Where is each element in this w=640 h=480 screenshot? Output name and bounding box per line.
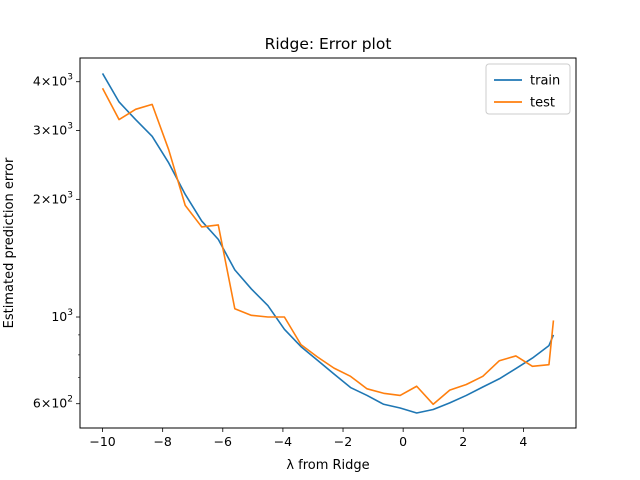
chart-title: Ridge: Error plot <box>265 35 392 53</box>
x-tick-label: 2 <box>459 434 467 449</box>
x-tick-label: 4 <box>519 434 527 449</box>
x-tick-label: −8 <box>153 434 171 449</box>
series-line-test <box>101 87 555 406</box>
x-tick-label: −2 <box>334 434 352 449</box>
x-axis-label: λ from Ridge <box>286 458 369 473</box>
axis-ticks: −10 −8 −6 −4 −2 0 2 4 103 2×103 3×103 4×103 6×102 <box>33 73 527 449</box>
y-tick-label: 4×103 <box>33 73 73 89</box>
plot-area <box>101 73 555 414</box>
y-tick-label: 2×103 <box>33 190 73 206</box>
x-tick-label: −6 <box>214 434 232 449</box>
x-tick-label: 0 <box>399 434 407 449</box>
series-line-train <box>101 73 555 414</box>
x-tick-label: −10 <box>89 434 115 449</box>
x-tick-label: −4 <box>274 434 292 449</box>
legend-label-train: train <box>530 74 560 89</box>
y-tick-label: 3×103 <box>33 122 73 138</box>
legend: train test <box>485 63 571 115</box>
y-tick-label: 6×102 <box>33 395 73 411</box>
legend-label-test: test <box>530 96 555 111</box>
y-axis-label: Estimated prediction error <box>2 157 17 328</box>
plot-frame <box>79 57 577 429</box>
y-tick-label: 103 <box>51 308 73 324</box>
legend-box <box>485 63 571 115</box>
